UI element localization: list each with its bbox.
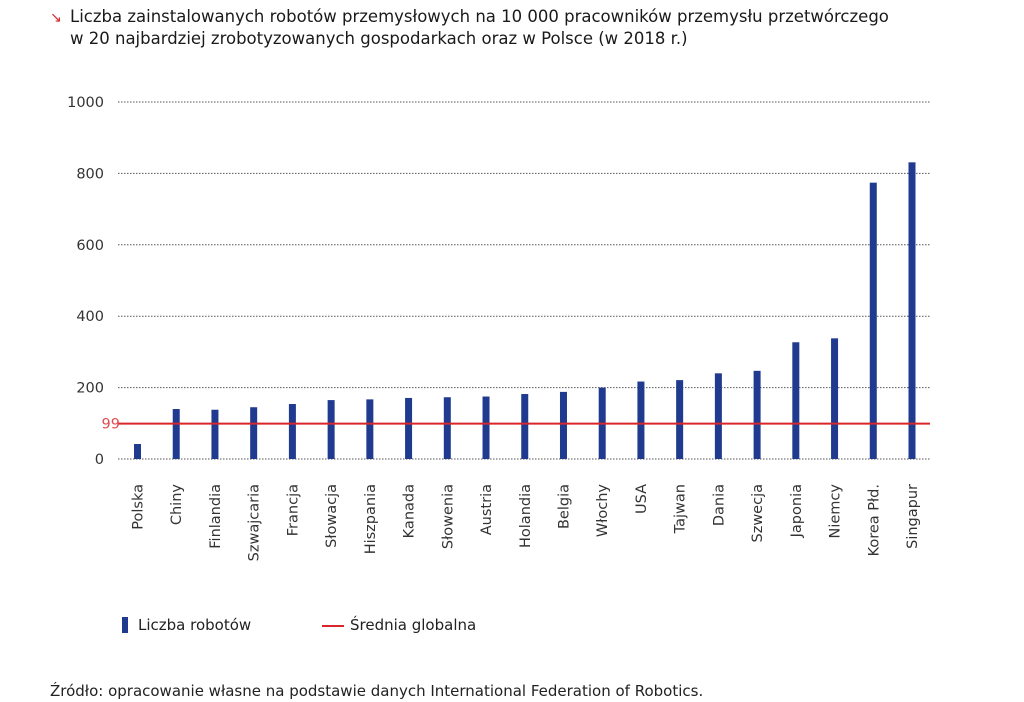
bar (250, 407, 258, 459)
chart-title: ↘ Liczba zainstalowanych robotów przemys… (50, 6, 1010, 50)
bar (637, 381, 645, 459)
source-note: Źródło: opracowanie własne na podstawie … (50, 682, 704, 700)
x-tick-label: Korea Płd. (866, 484, 882, 556)
bar (172, 409, 180, 459)
average-value-label: 99 (102, 417, 120, 433)
bar (366, 399, 374, 459)
bar (521, 394, 529, 459)
legend-bar-swatch (122, 617, 128, 633)
bar (211, 409, 219, 459)
x-tick-label: Słowenia (440, 484, 456, 549)
legend-average-label: Średnia globalna (350, 616, 477, 634)
bar (405, 397, 413, 459)
x-tick-label: Dania (711, 484, 727, 526)
x-tick-label: Belgia (556, 484, 572, 529)
x-tick-label: Japonia (789, 484, 805, 538)
chart-title-line-1: Liczba zainstalowanych robotów przemysło… (70, 7, 889, 26)
bar (443, 397, 451, 459)
bar (753, 370, 761, 459)
y-tick-label: 600 (76, 238, 104, 254)
bar (908, 162, 916, 459)
y-tick-label: 200 (76, 381, 104, 397)
x-tick-label: Finlandia (208, 484, 224, 549)
x-tick-label: Szwajcaria (247, 484, 263, 561)
x-tick-label: Tajwan (673, 484, 689, 534)
x-tick-label: Hiszpania (363, 484, 379, 554)
chart-title-line-2: w 20 najbardziej zrobotyzowanych gospoda… (70, 29, 688, 48)
bar (831, 338, 839, 459)
y-tick-label: 0 (95, 452, 104, 468)
y-tick-label: 800 (76, 166, 104, 182)
x-tick-label: Słowacja (324, 484, 340, 548)
x-tick-label: Francja (285, 484, 301, 536)
x-tick-label: Kanada (402, 484, 418, 538)
bar (134, 444, 141, 459)
bar (714, 373, 722, 459)
x-tick-label: Szwecja (750, 484, 766, 542)
bar (288, 404, 296, 459)
x-tick-label: Chiny (169, 484, 185, 526)
x-tick-label: Holandia (518, 484, 534, 548)
bar (559, 391, 567, 459)
arrow-down-right-icon: ↘ (50, 10, 62, 26)
bar (482, 396, 490, 459)
legend-bars-label: Liczba robotów (138, 616, 252, 634)
x-tick-label: Polska (131, 484, 147, 530)
bar (792, 342, 800, 459)
bar (327, 400, 335, 459)
y-tick-label: 1000 (67, 95, 104, 111)
x-tick-label: Austria (479, 484, 495, 535)
x-tick-label: USA (634, 484, 650, 514)
x-tick-label: Singapur (905, 484, 921, 549)
y-tick-label: 400 (76, 309, 104, 325)
bar (869, 182, 877, 459)
x-tick-label: Niemcy (828, 484, 844, 539)
bar (676, 380, 684, 459)
x-tick-label: Włochy (595, 484, 611, 537)
legend-average-swatch (322, 625, 344, 627)
